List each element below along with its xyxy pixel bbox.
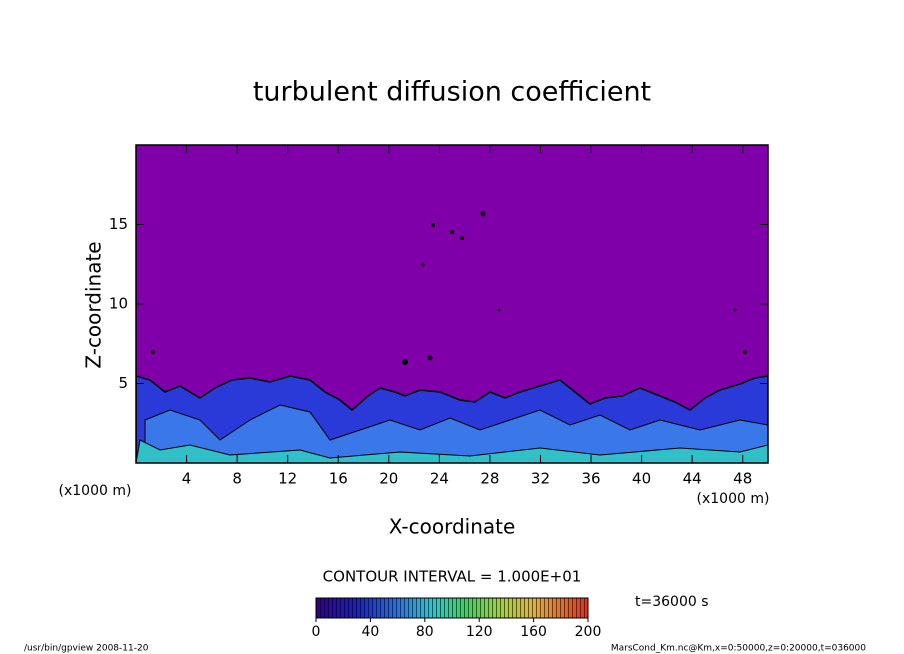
x-unit: (x1000 m) <box>697 491 770 507</box>
x-tick-label: 16 <box>329 470 348 488</box>
y-tick-label: 10 <box>109 295 128 313</box>
chart-title: turbulent diffusion coefficient <box>253 77 651 108</box>
y-unit: (x1000 m) <box>59 483 132 499</box>
turbulent-layer-inner <box>144 404 768 463</box>
turbulent-layer-core <box>136 439 768 463</box>
time-label: t=36000 s <box>635 594 709 610</box>
contour-specks <box>151 211 747 365</box>
colorbar-levels <box>316 598 588 618</box>
colorbar-tick-label: 160 <box>520 624 547 640</box>
x-tick-label: 32 <box>531 470 550 488</box>
x-tick-label: 4 <box>182 470 192 488</box>
x-tick-label: 44 <box>683 470 702 488</box>
footer-right: MarsCond_Km.nc@Km,x=0:50000,z=0:20000,t=… <box>611 644 866 654</box>
y-tick-label: 15 <box>109 215 128 233</box>
colorbar-tick-label: 200 <box>575 624 602 640</box>
x-tick-label: 12 <box>278 470 297 488</box>
x-tick-label: 36 <box>581 470 600 488</box>
contour-field <box>136 145 768 463</box>
x-tick-label: 20 <box>379 470 398 488</box>
x-tick-label: 48 <box>733 470 752 488</box>
contour-interval: CONTOUR INTERVAL = 1.000E+01 <box>323 568 582 586</box>
colorbar-tick-label: 40 <box>361 624 379 640</box>
x-tick-label: 28 <box>480 470 499 488</box>
colorbar-tick-label: 120 <box>466 624 493 640</box>
y-axis-title: Z-coordinate <box>82 241 106 368</box>
colorbar-frame <box>315 597 589 619</box>
x-tick-label: 40 <box>632 470 651 488</box>
colorbar-tick-label: 80 <box>416 624 434 640</box>
colorbar-tick-label: 0 <box>312 624 321 640</box>
footer-left: /usr/bin/gpview 2008-11-20 <box>24 644 149 654</box>
x-tick-label: 24 <box>430 470 449 488</box>
x-axis-title: X-coordinate <box>389 515 516 539</box>
x-tick-label: 8 <box>232 470 242 488</box>
y-tick-label: 5 <box>118 374 128 392</box>
